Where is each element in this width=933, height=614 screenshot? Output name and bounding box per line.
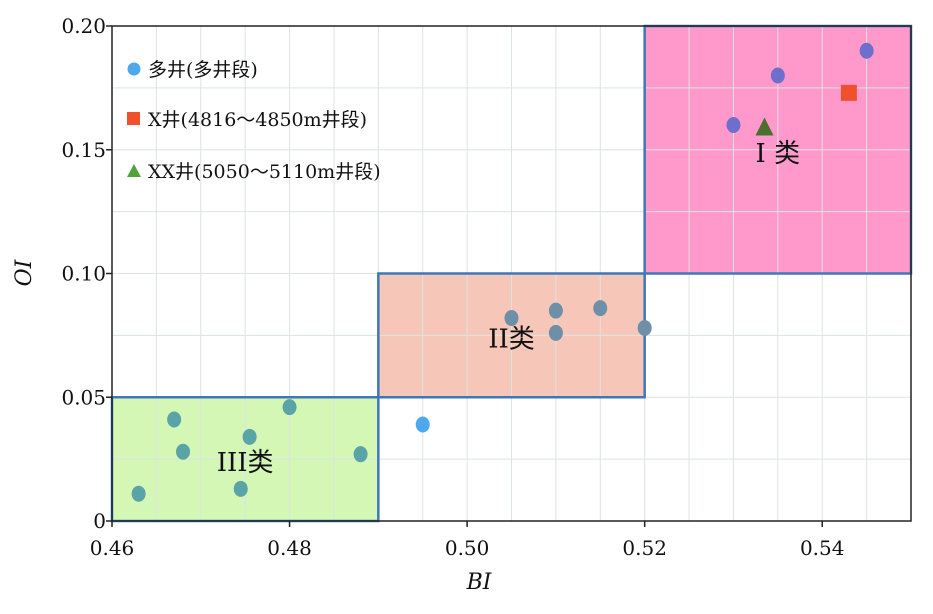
- data-point-circle: [233, 480, 248, 497]
- y-tick-label: 0.10: [61, 262, 106, 286]
- data-point-circle: [859, 42, 874, 59]
- data-point-square: [840, 84, 857, 101]
- x-tick-label: 0.50: [445, 536, 490, 560]
- x-tick-label: 0.46: [90, 536, 135, 560]
- data-point-circle: [167, 411, 182, 428]
- y-axis-title: OI: [12, 258, 37, 286]
- region-labels: III类 II类 I 类: [217, 139, 800, 478]
- data-point-circle: [242, 428, 257, 445]
- legend-marker-square: [127, 112, 140, 125]
- legend-label-series-3: XX井(5050～5110m井段): [148, 161, 381, 183]
- data-point-circle: [176, 443, 191, 460]
- legend: 多井(多井段) X井(4816～4850m井段) XX井(5050～5110m井…: [127, 59, 381, 183]
- region-label-1: III类: [217, 448, 274, 478]
- data-point-circle: [593, 300, 608, 317]
- data-point-circle: [282, 399, 297, 416]
- region-label-2: II类: [488, 324, 535, 354]
- data-points: [131, 42, 874, 502]
- legend-marker-circle: [127, 62, 141, 76]
- x-tick-label: 0.54: [800, 536, 845, 560]
- x-axis-title: BI: [466, 570, 493, 595]
- legend-label-series-2: X井(4816～4850m井段): [148, 109, 367, 131]
- y-tick-label: 0: [93, 509, 106, 533]
- x-tick-label: 0.48: [267, 536, 312, 560]
- x-tick-label: 0.52: [622, 536, 667, 560]
- data-point-circle: [548, 302, 563, 319]
- region-label-3: I 类: [756, 139, 801, 169]
- x-axis-ticks: 0.46 0.48 0.50 0.52 0.54: [90, 521, 845, 560]
- y-tick-label: 0.05: [61, 385, 106, 409]
- legend-label-series-1: 多井(多井段): [148, 59, 258, 81]
- data-point-triangle: [755, 117, 774, 136]
- data-point-circle: [504, 310, 519, 327]
- data-point-circle: [415, 416, 430, 433]
- y-axis-ticks: 0 0.05 0.10 0.15 0.20: [61, 14, 112, 533]
- y-tick-label: 0.20: [61, 14, 106, 38]
- data-point-circle: [726, 117, 741, 133]
- data-point-circle: [548, 324, 563, 341]
- data-point-circle: [353, 446, 368, 463]
- legend-marker-triangle: [127, 164, 141, 177]
- data-point-circle: [770, 67, 785, 84]
- data-point-circle: [637, 319, 652, 336]
- y-tick-label: 0.15: [61, 138, 106, 162]
- data-point-circle: [131, 485, 146, 502]
